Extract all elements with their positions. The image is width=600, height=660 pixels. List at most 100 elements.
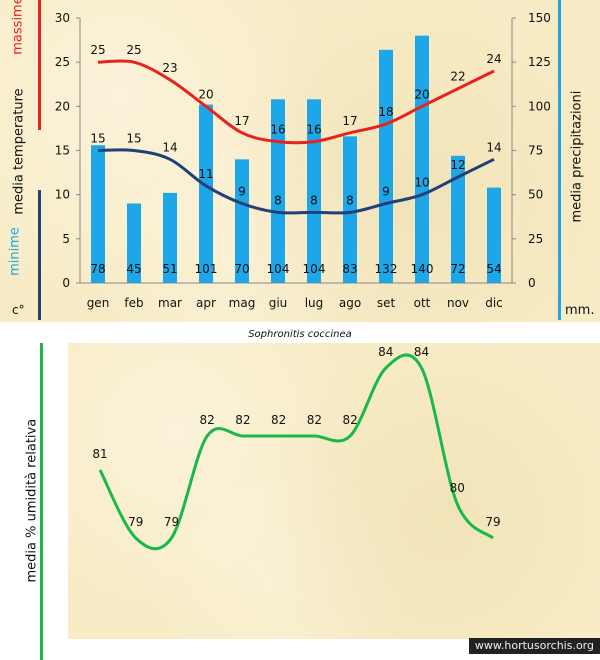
month-label: feb [124,296,143,310]
left-tick-label: 30 [55,11,70,25]
max-temp-value-label: 16 [306,123,321,137]
mm-unit: mm. [565,303,595,318]
month-label: mag [229,296,256,310]
celsius-unit: c° [12,303,25,317]
precipitation-value-label: 104 [303,262,326,276]
min-temp-value-label: 8 [346,193,354,207]
min-temp-value-label: 8 [274,193,282,207]
left-tick-label: 15 [55,144,70,158]
month-label: set [377,296,396,310]
precipitation-bar [271,99,285,284]
precipitation-value-label: 132 [375,262,398,276]
right-tick-label: 0 [528,276,536,290]
humidity-value-label: 84 [414,345,429,359]
min-temp-value-label: 10 [414,176,429,190]
right-tick-label: 75 [528,144,543,158]
min-temp-value-label: 11 [198,167,213,181]
max-temp-value-label: 20 [198,87,213,101]
precipitation-bar [343,136,357,283]
precipitation-bar [163,192,177,283]
humidity-accent-bar [40,343,43,660]
precipitation-value-label: 70 [234,262,249,276]
precipitation-bar [451,155,465,283]
max-temperature-line [97,59,495,145]
precipitation-bar [235,159,249,283]
min-temp-value-label: 12 [450,158,465,172]
humidity-value-label: 80 [450,481,465,495]
precipitation-value-label: 83 [342,262,357,276]
min-temp-value-label: 9 [382,185,390,199]
precipitation-value-label: 45 [126,262,141,276]
precipitation-bar [307,99,321,284]
watermark: www.hortusorchis.org [468,638,600,654]
right-tick-label: 100 [528,99,551,113]
max-temp-value-label: 25 [90,43,105,57]
humidity-value-label: 82 [271,413,286,427]
humidity-chart-panel [68,343,600,639]
humidity-value-label: 82 [342,413,357,427]
max-temp-value-label: 24 [486,52,501,66]
humidity-value-label: 82 [307,413,322,427]
max-temp-value-label: 18 [378,105,393,119]
min-temp-value-label: 9 [238,185,246,199]
precipitation-value-label: 72 [450,262,465,276]
month-label: ago [339,296,361,310]
month-label: nov [447,296,469,310]
precipitation-value-label: 140 [411,262,434,276]
right-tick-label: 125 [528,55,551,69]
precipitation-value-label: 51 [162,262,177,276]
precipitation-value-label: 54 [486,262,501,276]
month-label: giu [269,296,288,310]
min-temp-value-label: 14 [486,140,501,154]
min-temperature-line [97,148,495,215]
left-tick-label: 0 [62,276,70,290]
min-temp-accent-bar [38,190,41,320]
humidity-value-label: 84 [378,345,393,359]
month-label: lug [305,296,324,310]
precipitation-value-label: 78 [90,262,105,276]
humidity-value-label: 82 [235,413,250,427]
humidity-value-label: 79 [164,515,179,529]
precipitation-bar [127,203,141,283]
right-tick-label: 150 [528,11,551,25]
max-temp-value-label: 23 [162,61,177,75]
precipitation-bar [91,145,105,283]
humidity-value-label: 81 [92,447,107,461]
species-caption: Sophronitis coccinea [248,329,352,340]
precipitation-bar [415,35,429,283]
precipitation-bar [199,104,213,283]
max-temp-accent-bar [38,0,41,130]
max-temp-value-label: 25 [126,43,141,57]
humidity-value-label: 82 [200,413,215,427]
month-label: ott [414,296,431,310]
month-label: mar [158,296,182,310]
max-temp-value-label: 17 [234,114,249,128]
humidity-line [98,353,495,551]
max-temp-value-label: 20 [414,87,429,101]
temperature-precipitation-chart: 0 5 10 15 20 25 30 0 25 50 75 100 125 150 78 45 51 101 70 1… [55,11,551,310]
right-tick-label: 25 [528,232,543,246]
max-temp-value-label: 16 [270,123,285,137]
humidity-value-label: 79 [128,515,143,529]
precipitation-value-label: 101 [195,262,218,276]
left-tick-label: 5 [62,232,70,246]
left-tick-label: 20 [55,99,70,113]
left-tick-label: 10 [55,188,70,202]
precipitation-accent-bar [558,0,561,320]
humidity-value-label: 79 [485,515,500,529]
left-tick-label: 25 [55,55,70,69]
precipitation-value-label: 104 [267,262,290,276]
min-temp-value-label: 14 [162,140,177,154]
min-temp-value-label: 15 [90,132,105,146]
max-temp-value-label: 22 [450,70,465,84]
precipitation-bar [379,49,393,283]
min-temp-value-label: 8 [310,193,318,207]
month-label: apr [196,296,216,310]
precipitation-bar [487,187,501,283]
min-temp-value-label: 15 [126,132,141,146]
right-tick-label: 50 [528,188,543,202]
month-label: dic [485,296,503,310]
month-label: gen [87,296,110,310]
max-temp-value-label: 17 [342,114,357,128]
